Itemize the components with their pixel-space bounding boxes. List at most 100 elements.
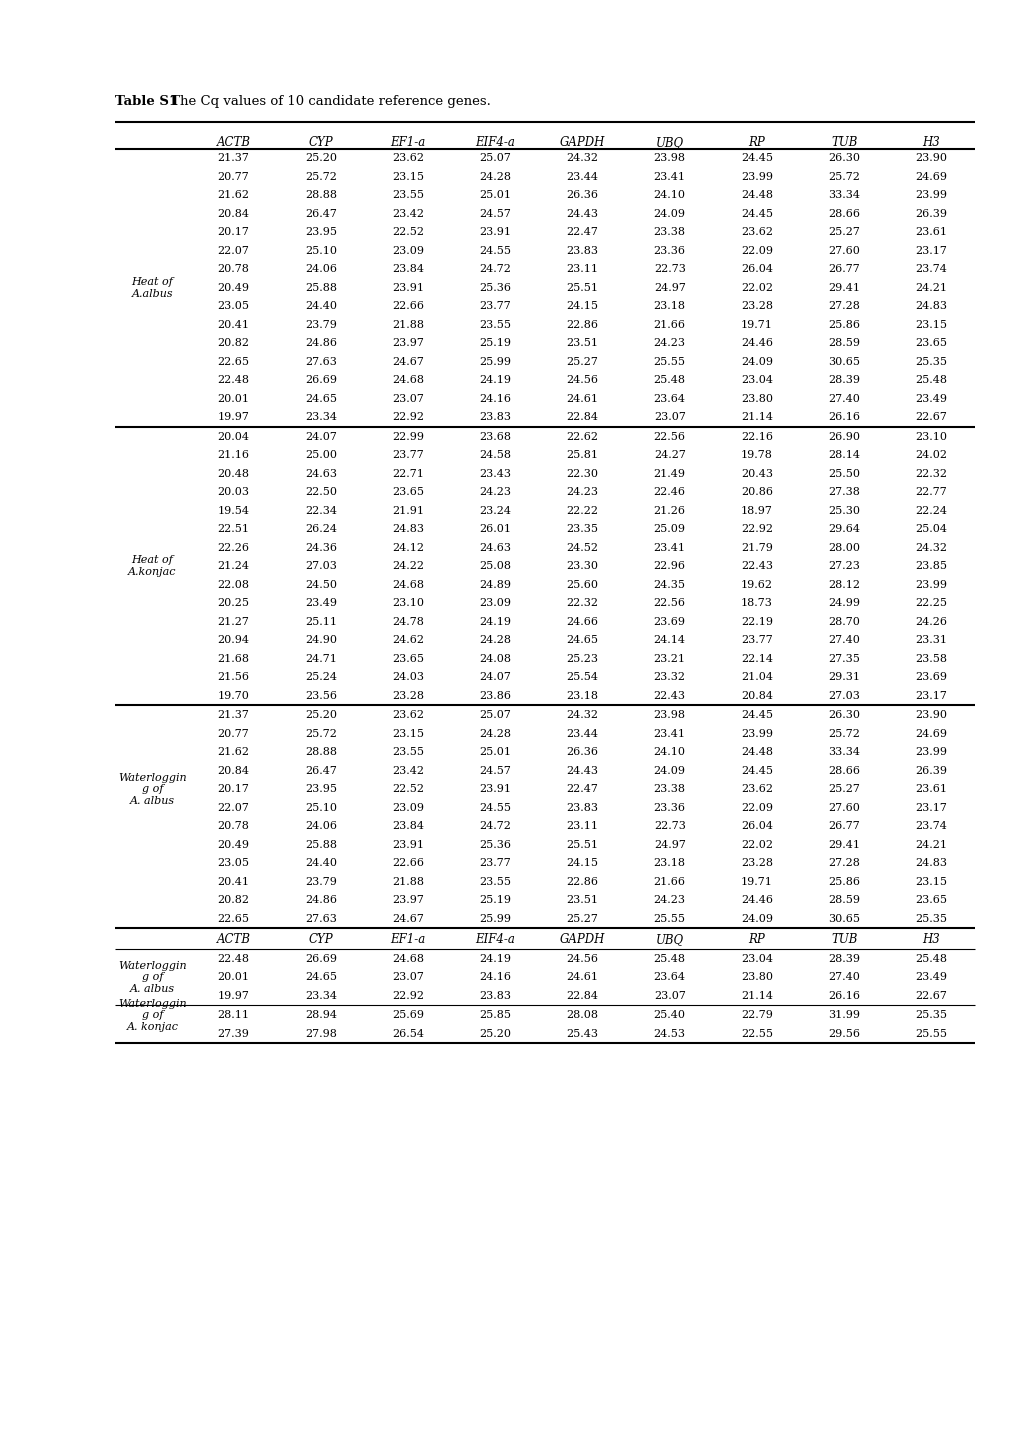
Text: 18.73: 18.73 xyxy=(740,599,772,609)
Text: 28.14: 28.14 xyxy=(827,450,859,460)
Text: 25.00: 25.00 xyxy=(305,450,336,460)
Text: 23.18: 23.18 xyxy=(653,859,685,869)
Text: 21.56: 21.56 xyxy=(217,672,250,683)
Text: 23.77: 23.77 xyxy=(741,635,772,645)
Text: 24.83: 24.83 xyxy=(914,859,947,869)
Text: 22.09: 22.09 xyxy=(740,245,772,255)
Text: 25.04: 25.04 xyxy=(914,524,947,534)
Text: 24.12: 24.12 xyxy=(391,543,424,553)
Text: 25.23: 25.23 xyxy=(566,654,598,664)
Text: 23.41: 23.41 xyxy=(653,543,685,553)
Text: 24.40: 24.40 xyxy=(305,859,336,869)
Text: Heat of
A.albus: Heat of A.albus xyxy=(131,277,173,299)
Text: 24.03: 24.03 xyxy=(391,672,424,683)
Text: 23.58: 23.58 xyxy=(914,654,947,664)
Text: 20.17: 20.17 xyxy=(217,227,250,237)
Text: 25.72: 25.72 xyxy=(827,172,859,182)
Text: 26.47: 26.47 xyxy=(305,209,336,219)
Text: 23.55: 23.55 xyxy=(479,877,511,887)
Text: 22.26: 22.26 xyxy=(217,543,250,553)
Text: 20.03: 20.03 xyxy=(217,488,250,498)
Text: RP: RP xyxy=(748,136,764,149)
Text: 22.99: 22.99 xyxy=(391,431,424,442)
Text: 22.67: 22.67 xyxy=(915,413,947,423)
Text: 22.43: 22.43 xyxy=(740,561,772,571)
Text: 23.24: 23.24 xyxy=(479,505,511,515)
Text: 23.83: 23.83 xyxy=(566,245,598,255)
Text: 24.65: 24.65 xyxy=(305,973,336,983)
Text: 24.22: 24.22 xyxy=(391,561,424,571)
Text: 21.27: 21.27 xyxy=(217,616,250,626)
Text: 25.30: 25.30 xyxy=(827,505,859,515)
Text: 24.45: 24.45 xyxy=(740,153,772,163)
Text: TUB: TUB xyxy=(830,932,857,945)
Text: 21.88: 21.88 xyxy=(391,320,424,330)
Text: 25.19: 25.19 xyxy=(479,338,511,348)
Text: 33.34: 33.34 xyxy=(827,747,859,758)
Text: 22.30: 22.30 xyxy=(566,469,598,479)
Text: 23.99: 23.99 xyxy=(740,729,772,739)
Text: CYP: CYP xyxy=(308,136,333,149)
Text: 22.48: 22.48 xyxy=(217,954,250,964)
Text: 20.84: 20.84 xyxy=(217,209,250,219)
Text: 24.14: 24.14 xyxy=(653,635,685,645)
Text: 24.19: 24.19 xyxy=(479,616,511,626)
Text: 21.37: 21.37 xyxy=(217,153,250,163)
Text: 25.55: 25.55 xyxy=(914,1029,947,1039)
Text: 23.17: 23.17 xyxy=(915,802,947,812)
Text: 21.62: 21.62 xyxy=(217,190,250,201)
Text: 23.77: 23.77 xyxy=(479,302,511,312)
Text: 20.82: 20.82 xyxy=(217,895,250,905)
Text: 22.43: 22.43 xyxy=(653,691,685,701)
Text: 20.49: 20.49 xyxy=(217,840,250,850)
Text: 23.97: 23.97 xyxy=(391,895,424,905)
Text: 28.11: 28.11 xyxy=(217,1010,250,1020)
Text: Waterloggin
g of
A. albus: Waterloggin g of A. albus xyxy=(118,772,186,805)
Text: 26.54: 26.54 xyxy=(391,1029,424,1039)
Text: 23.35: 23.35 xyxy=(566,524,598,534)
Text: 24.55: 24.55 xyxy=(479,245,511,255)
Text: 22.16: 22.16 xyxy=(740,431,772,442)
Text: 24.90: 24.90 xyxy=(305,635,336,645)
Text: 24.26: 24.26 xyxy=(914,616,947,626)
Text: 25.48: 25.48 xyxy=(914,375,947,385)
Text: 24.16: 24.16 xyxy=(479,973,511,983)
Text: H3: H3 xyxy=(921,136,940,149)
Text: 24.02: 24.02 xyxy=(914,450,947,460)
Text: 28.12: 28.12 xyxy=(827,580,859,590)
Text: 23.38: 23.38 xyxy=(653,784,685,794)
Text: 27.39: 27.39 xyxy=(217,1029,250,1039)
Text: 23.49: 23.49 xyxy=(914,394,947,404)
Text: 24.09: 24.09 xyxy=(653,209,685,219)
Text: 25.20: 25.20 xyxy=(305,153,336,163)
Text: 23.28: 23.28 xyxy=(740,302,772,312)
Text: 25.55: 25.55 xyxy=(653,913,685,924)
Text: 26.30: 26.30 xyxy=(827,710,859,720)
Text: 22.84: 22.84 xyxy=(566,991,598,1001)
Text: 21.37: 21.37 xyxy=(217,710,250,720)
Text: 23.97: 23.97 xyxy=(391,338,424,348)
Text: 24.35: 24.35 xyxy=(653,580,685,590)
Text: 24.28: 24.28 xyxy=(479,172,511,182)
Text: 28.66: 28.66 xyxy=(827,209,859,219)
Text: 23.91: 23.91 xyxy=(479,784,511,794)
Text: 22.02: 22.02 xyxy=(740,283,772,293)
Text: 29.31: 29.31 xyxy=(827,672,859,683)
Text: 23.09: 23.09 xyxy=(391,245,424,255)
Text: 25.48: 25.48 xyxy=(914,954,947,964)
Text: 23.62: 23.62 xyxy=(391,153,424,163)
Text: 19.71: 19.71 xyxy=(740,320,772,330)
Text: 24.06: 24.06 xyxy=(305,264,336,274)
Text: 23.38: 23.38 xyxy=(653,227,685,237)
Text: 25.07: 25.07 xyxy=(479,710,511,720)
Text: 23.65: 23.65 xyxy=(914,895,947,905)
Text: 23.55: 23.55 xyxy=(391,190,424,201)
Text: 23.21: 23.21 xyxy=(653,654,685,664)
Text: 24.69: 24.69 xyxy=(914,172,947,182)
Text: 27.38: 27.38 xyxy=(827,488,859,498)
Text: 28.70: 28.70 xyxy=(827,616,859,626)
Text: 23.56: 23.56 xyxy=(305,691,336,701)
Text: 24.23: 24.23 xyxy=(653,895,685,905)
Text: 24.67: 24.67 xyxy=(391,356,424,367)
Text: 25.27: 25.27 xyxy=(566,356,598,367)
